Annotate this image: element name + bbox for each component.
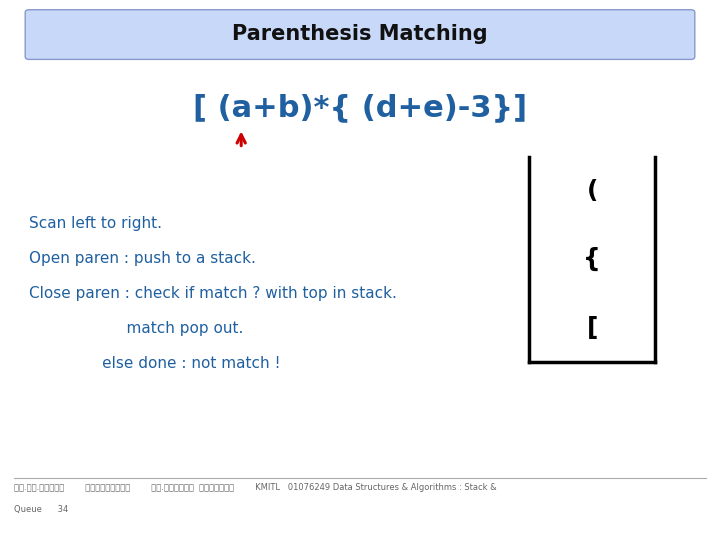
Text: Parenthesis Matching: Parenthesis Matching <box>232 24 488 44</box>
Text: [: [ <box>587 315 598 340</box>
Text: รศ.ดร.บุญธร        เครือข่าย        รศ.กคุณวน  ครบครัน        KMITL   01076249 D: รศ.ดร.บุญธร เครือข่าย รศ.กคุณวน ครบครัน … <box>14 483 497 492</box>
Text: Scan left to right.: Scan left to right. <box>29 216 162 231</box>
Text: Close paren : check if match ? with top in stack.: Close paren : check if match ? with top … <box>29 286 397 301</box>
FancyBboxPatch shape <box>25 10 695 59</box>
Text: {: { <box>583 247 601 271</box>
Text: else done : not match !: else done : not match ! <box>29 356 280 372</box>
Text: [ (a+b)*{ (d+e)-3}]: [ (a+b)*{ (d+e)-3}] <box>193 93 527 123</box>
Text: (: ( <box>587 179 598 203</box>
Text: match pop out.: match pop out. <box>29 321 243 336</box>
Text: Queue      34: Queue 34 <box>14 505 68 514</box>
Text: Open paren : push to a stack.: Open paren : push to a stack. <box>29 251 256 266</box>
